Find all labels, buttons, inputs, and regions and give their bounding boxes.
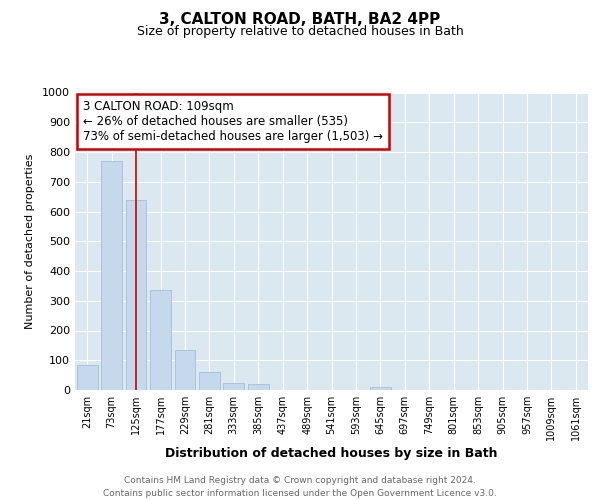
Bar	[125, 200, 146, 390]
Bar	[199, 372, 220, 390]
Y-axis label: Number of detached properties: Number of detached properties	[25, 154, 35, 329]
Bar	[248, 384, 269, 390]
Bar	[223, 382, 244, 390]
Bar	[175, 350, 196, 390]
Text: 3 CALTON ROAD: 109sqm
← 26% of detached houses are smaller (535)
73% of semi-det: 3 CALTON ROAD: 109sqm ← 26% of detached …	[83, 100, 383, 143]
Text: Size of property relative to detached houses in Bath: Size of property relative to detached ho…	[137, 25, 463, 38]
Text: Contains public sector information licensed under the Open Government Licence v3: Contains public sector information licen…	[103, 489, 497, 498]
X-axis label: Distribution of detached houses by size in Bath: Distribution of detached houses by size …	[165, 447, 498, 460]
Bar	[370, 387, 391, 390]
Bar	[150, 290, 171, 390]
Text: 3, CALTON ROAD, BATH, BA2 4PP: 3, CALTON ROAD, BATH, BA2 4PP	[160, 12, 440, 28]
Bar	[77, 364, 98, 390]
Text: Contains HM Land Registry data © Crown copyright and database right 2024.: Contains HM Land Registry data © Crown c…	[124, 476, 476, 485]
Bar	[101, 161, 122, 390]
